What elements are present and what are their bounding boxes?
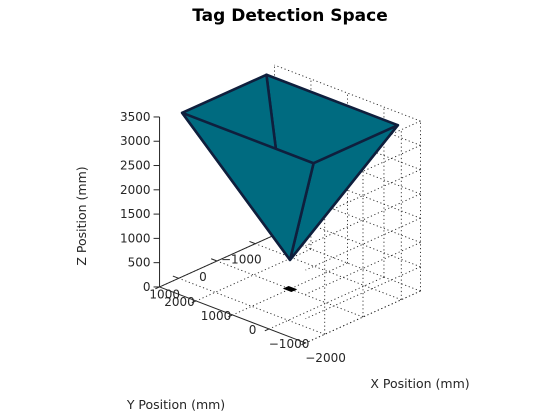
x-tick-mark <box>264 328 270 332</box>
z-tick-label: 500 <box>128 256 151 270</box>
y-tick-mark <box>249 240 256 245</box>
x-tick-label: 2000 <box>164 295 195 309</box>
x-tick-mark <box>191 300 197 304</box>
y-tick-label: 1000 <box>149 287 180 301</box>
detection-pyramid <box>180 73 400 292</box>
pyramid-face-front-y <box>180 111 315 262</box>
y-tick-label: 0 <box>199 270 207 284</box>
grid-line <box>178 277 325 335</box>
x-tick-label: −2000 <box>305 351 346 365</box>
y-tick-mark <box>172 275 179 279</box>
x-tick-label: −1000 <box>269 337 310 351</box>
tick-labels: −2000−1000010002000−10000100005001000150… <box>120 110 346 365</box>
z-tick-label: 2000 <box>120 183 151 197</box>
grid-line <box>216 260 364 318</box>
sensor-base-marker <box>282 286 298 292</box>
chart-title: Tag Detection Space <box>192 6 387 26</box>
x-tick-mark <box>228 314 233 318</box>
y-axis-label: Y Position (mm) <box>126 397 225 412</box>
z-tick-label: 3500 <box>120 110 151 124</box>
z-tick-label: 0 <box>143 280 151 294</box>
x-axis-label: X Position (mm) <box>370 376 469 391</box>
x-tick-label: 0 <box>249 323 257 337</box>
y-tick-label: −1000 <box>221 253 262 267</box>
grid-line <box>274 64 421 122</box>
y-tick-mark <box>210 258 218 262</box>
x-tick-mark <box>301 342 306 346</box>
z-tick-label: 1000 <box>120 231 151 245</box>
z-tick-label: 2500 <box>120 159 151 173</box>
z-axis-label: Z Position (mm) <box>74 166 89 265</box>
z-tick-label: 3000 <box>120 134 151 148</box>
x-tick-label: 1000 <box>201 309 232 323</box>
grid-line <box>255 243 402 301</box>
z-tick-label: 1500 <box>120 207 151 221</box>
